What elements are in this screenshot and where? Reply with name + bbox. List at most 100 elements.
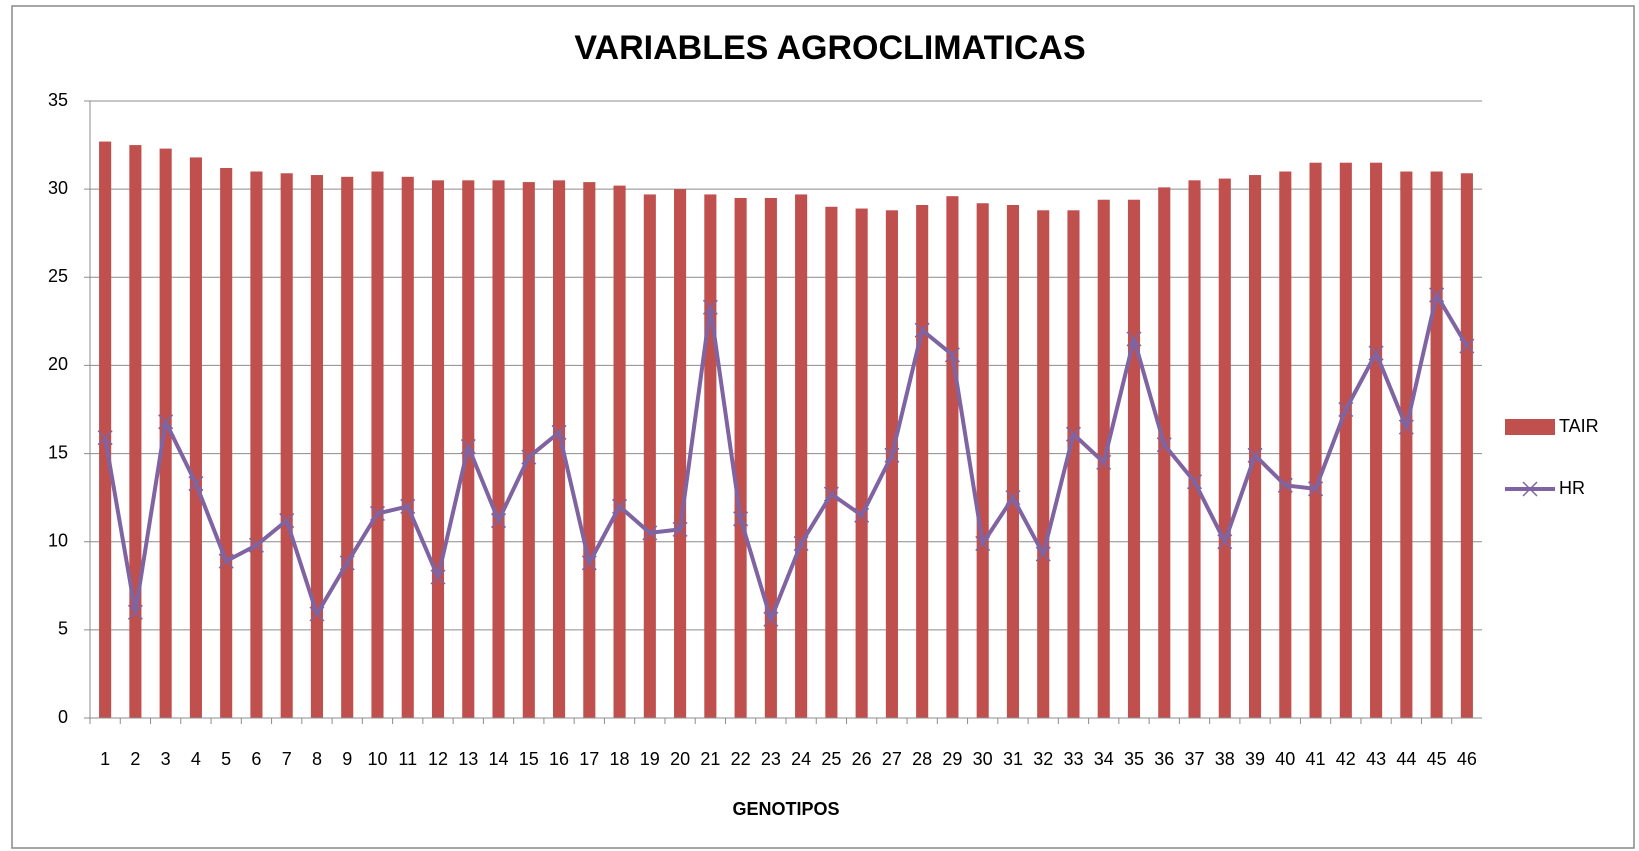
bar: [1127, 199, 1141, 719]
x-tick-label: 32: [1033, 749, 1053, 769]
x-tick-label: 45: [1427, 749, 1447, 769]
bar: [643, 194, 656, 719]
point-marker: [642, 525, 658, 541]
bar: [1037, 210, 1050, 718]
y-tick-label: 0: [58, 707, 68, 727]
x-tick-label: 4: [191, 749, 201, 769]
point-marker: [97, 430, 113, 446]
point-marker: [1368, 345, 1384, 361]
x-tick-label: 3: [161, 749, 171, 769]
x-tick-label: 23: [761, 749, 781, 769]
bar: [885, 210, 898, 718]
x-tick-label: 36: [1154, 749, 1174, 769]
bar: [825, 206, 838, 718]
y-tick-label: 15: [48, 442, 68, 462]
x-tick-label: 2: [130, 749, 140, 769]
x-tick-label: 10: [367, 749, 387, 769]
point-marker: [1247, 447, 1263, 463]
point-marker: [733, 511, 749, 527]
bar: [1430, 171, 1443, 718]
point-marker: [218, 553, 234, 569]
bar: [613, 185, 626, 719]
bar: [976, 203, 989, 718]
x-tick-label: 1: [100, 749, 110, 769]
point-marker: [944, 347, 960, 363]
x-tick-label: 40: [1275, 749, 1295, 769]
x-tick-label: 11: [398, 749, 417, 769]
x-tick-label: 24: [791, 749, 811, 769]
bar: [220, 167, 233, 718]
bar: [552, 180, 566, 719]
point-marker: [551, 424, 567, 440]
point-marker: [1065, 426, 1082, 442]
bar: [1248, 175, 1262, 719]
bar: [250, 171, 263, 718]
point-marker: [793, 535, 809, 552]
chart-title: VARIABLES AGROCLIMATICAS: [574, 29, 1085, 67]
point-marker: [339, 555, 355, 571]
point-marker: [1005, 490, 1021, 506]
point-marker: [1217, 534, 1233, 550]
x-tick-label: 38: [1215, 749, 1235, 769]
x-tick-label: 30: [973, 749, 993, 769]
x-tick-label: 9: [342, 749, 352, 769]
x-tick-label: 8: [312, 749, 322, 769]
point-marker: [1459, 338, 1475, 354]
point-marker: [1126, 331, 1142, 347]
x-tick-label: 22: [731, 749, 751, 769]
x-tick-label: 18: [610, 749, 630, 769]
point-marker: [914, 322, 930, 338]
point-marker: [854, 507, 870, 523]
bar: [946, 196, 959, 719]
point-marker: [1277, 477, 1293, 493]
y-tick-label: 30: [48, 178, 68, 198]
point-marker: [581, 555, 597, 571]
x-tick-label: 21: [700, 749, 720, 769]
bar: [1067, 210, 1080, 718]
x-tick-label: 17: [579, 749, 599, 769]
bar: [795, 194, 808, 719]
bar: [1158, 187, 1171, 718]
bar: [522, 182, 535, 718]
bar: [764, 197, 777, 718]
bar: [1370, 162, 1383, 718]
point-marker: [1186, 474, 1203, 490]
bar: [1218, 178, 1231, 718]
point-marker: [763, 611, 779, 627]
bar: [401, 176, 414, 718]
x-tick-label: 26: [852, 749, 872, 769]
x-tick-label: 41: [1306, 749, 1326, 769]
x-tick-label: 15: [519, 749, 539, 769]
point-marker: [1338, 401, 1354, 418]
legend-marker: [1522, 481, 1538, 497]
point-marker: [248, 537, 264, 553]
point-marker: [279, 513, 295, 529]
x-tick-label: 6: [251, 749, 261, 769]
bar: [583, 182, 596, 718]
y-tick-label: 5: [58, 619, 68, 639]
point-marker: [672, 521, 688, 537]
x-tick-label: 33: [1063, 749, 1083, 769]
point-marker: [1035, 546, 1051, 562]
bar: [1400, 171, 1413, 718]
x-tick-label: 34: [1094, 749, 1114, 769]
x-tick-label: 29: [942, 749, 962, 769]
x-tick-label: 12: [428, 749, 448, 769]
bar: [674, 189, 687, 719]
bar: [310, 175, 324, 719]
point-marker: [127, 604, 143, 620]
legend-label: TAIR: [1559, 416, 1599, 436]
point-marker: [309, 606, 325, 622]
x-tick-label: 5: [221, 749, 231, 769]
point-marker: [1096, 454, 1112, 470]
x-tick-label: 20: [670, 749, 690, 769]
point-marker: [975, 535, 991, 552]
bar: [280, 173, 293, 718]
bar: [1309, 162, 1322, 718]
bar: [1339, 162, 1352, 718]
bar: [492, 180, 505, 719]
y-tick-label: 35: [48, 90, 68, 110]
point-marker: [1429, 287, 1445, 303]
x-tick-label: 19: [640, 749, 660, 769]
bar: [1460, 173, 1473, 718]
